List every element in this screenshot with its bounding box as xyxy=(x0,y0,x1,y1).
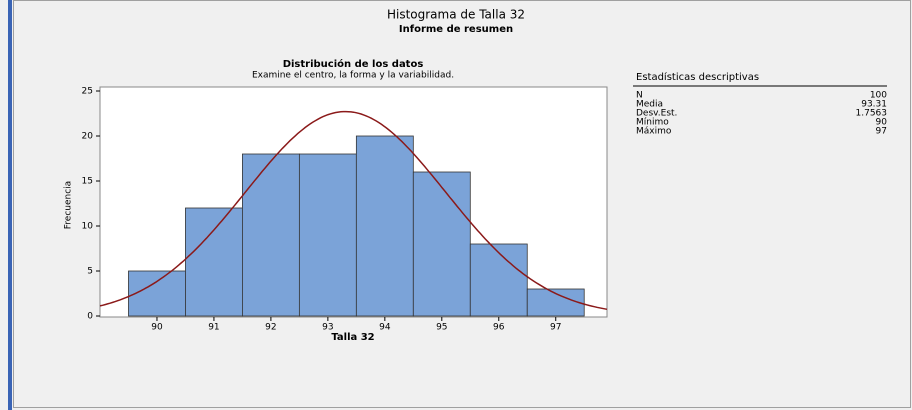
bar xyxy=(469,243,528,317)
bar xyxy=(412,171,471,317)
y-tick-label: 15 xyxy=(82,177,93,187)
stat-value: 90 xyxy=(876,118,888,128)
stat-value: 97 xyxy=(876,127,887,137)
x-tick-label: 94 xyxy=(379,323,391,333)
x-tick-label: 91 xyxy=(208,323,219,333)
x-axis-label: Talla 32 xyxy=(331,332,374,343)
x-tick-label: 93 xyxy=(322,323,333,333)
stat-name: Máximo xyxy=(636,127,672,137)
y-tick-label: 0 xyxy=(87,312,93,322)
title: Histograma de Talla 32 xyxy=(387,8,525,22)
bar xyxy=(298,153,357,317)
stat-value: 100 xyxy=(870,91,887,101)
bar xyxy=(242,153,300,317)
x-tick-label: 90 xyxy=(151,323,163,333)
stat-value: 93.31 xyxy=(861,100,887,110)
y-axis-label: Frecuencia xyxy=(64,181,74,229)
stat-value: 1.7563 xyxy=(856,109,888,119)
y-tick-label: 5 xyxy=(87,267,93,277)
x-tick-label: 92 xyxy=(265,323,276,333)
normal-curve xyxy=(99,110,608,311)
stat-name: Mínimo xyxy=(636,118,669,128)
x-tick-label: 95 xyxy=(436,323,447,333)
bar xyxy=(355,135,414,317)
subtitle: Informe de resumen xyxy=(399,24,513,35)
stat-name: Media xyxy=(636,100,663,110)
x-tick-label: 97 xyxy=(550,323,561,333)
y-tick-label: 20 xyxy=(82,132,94,142)
stat-name: N xyxy=(636,91,643,101)
x-tick-label: 96 xyxy=(493,323,505,333)
y-tick-label: 25 xyxy=(82,87,93,97)
bar xyxy=(128,270,186,317)
y-tick-label: 10 xyxy=(82,222,94,232)
plot-title: Distribución de los datos xyxy=(283,58,424,70)
plot-subtitle: Examine el centro, la forma y la variabi… xyxy=(252,71,454,81)
frame xyxy=(13,0,911,408)
stat-name: Desv.Est. xyxy=(636,109,677,119)
stats-title: Estadísticas descriptivas xyxy=(636,71,759,83)
left-border xyxy=(8,0,12,410)
bar xyxy=(185,207,243,317)
